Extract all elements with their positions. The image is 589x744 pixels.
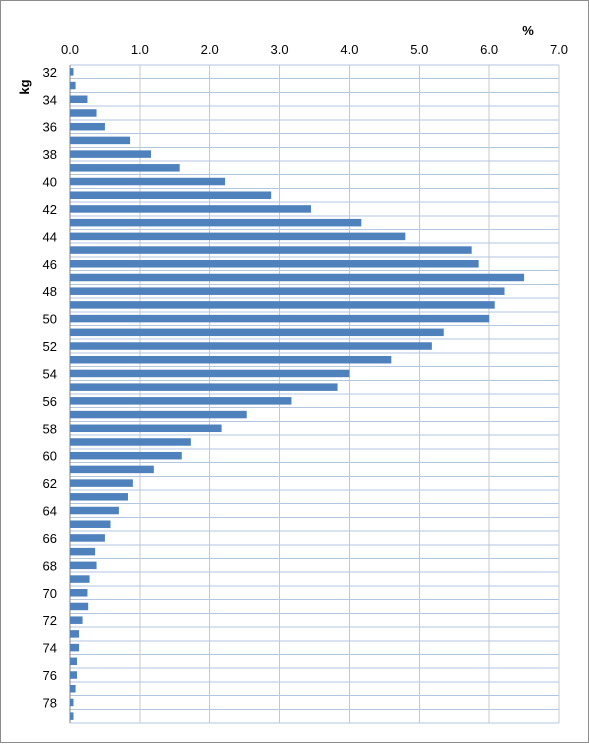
y-tick-label: 48 — [43, 284, 57, 299]
bar-57 — [70, 410, 247, 419]
bar-70 — [70, 589, 88, 597]
bar-35 — [70, 109, 97, 117]
bar-53 — [70, 355, 392, 364]
y-tick-label: 64 — [43, 504, 57, 519]
x-axis-unit-label: % — [522, 23, 534, 38]
bar-54 — [70, 369, 350, 378]
bar-42 — [70, 205, 312, 213]
y-tick-label: 62 — [43, 476, 57, 491]
y-tick-label: 52 — [43, 339, 57, 354]
bar-39 — [70, 164, 180, 172]
y-tick-label: 56 — [43, 394, 57, 409]
y-tick-label: 76 — [43, 668, 57, 683]
x-tick-label: 6.0 — [480, 42, 498, 57]
y-tick-label: 78 — [43, 695, 57, 710]
bar-58 — [70, 424, 222, 433]
bar-68 — [70, 561, 97, 570]
y-tick-label: 68 — [43, 558, 57, 573]
x-tick-label: 4.0 — [340, 42, 358, 57]
x-axis-tick-labels: 0.0 1.0 2.0 3.0 4.0 5.0 6.0 7.0 — [61, 42, 568, 57]
x-tick-label: 5.0 — [410, 42, 428, 57]
bar-47 — [70, 273, 525, 282]
y-tick-label: 72 — [43, 613, 57, 628]
bar-51 — [70, 328, 444, 337]
bar-66 — [70, 534, 105, 542]
bar-37 — [70, 136, 131, 145]
bar-48 — [70, 287, 505, 295]
y-tick-label: 54 — [43, 366, 57, 381]
bar-38 — [70, 150, 152, 158]
bar-59 — [70, 438, 191, 446]
bar-32 — [70, 68, 74, 76]
y-tick-label: 34 — [43, 92, 57, 107]
bar-49 — [70, 301, 495, 309]
y-tick-label: 46 — [43, 257, 57, 272]
bar-40 — [70, 177, 226, 186]
bar-73 — [70, 630, 80, 638]
y-tick-label: 50 — [43, 312, 57, 327]
bar-34 — [70, 95, 88, 104]
y-tick-label: 38 — [43, 147, 57, 162]
y-tick-label: 70 — [43, 586, 57, 601]
x-tick-label: 2.0 — [201, 42, 219, 57]
bar-77 — [70, 684, 76, 693]
bar-43 — [70, 218, 362, 227]
bar-72 — [70, 616, 83, 624]
bar-67 — [70, 547, 96, 556]
bar-74 — [70, 643, 80, 652]
bar-69 — [70, 575, 90, 583]
bar-41 — [70, 191, 272, 199]
y-tick-label: 36 — [43, 120, 57, 135]
bar-64 — [70, 506, 119, 515]
bar-75 — [70, 657, 77, 666]
bar-60 — [70, 451, 182, 460]
bar-52 — [70, 342, 432, 350]
bar-63 — [70, 493, 128, 501]
bar-50 — [70, 314, 490, 323]
bar-33 — [70, 81, 76, 90]
bar-79 — [70, 712, 74, 720]
y-axis-tick-labels: 32 34 36 38 40 42 44 46 48 50 52 54 56 58 60 62 64 66 68 70… — [43, 65, 57, 711]
bar-36 — [70, 122, 105, 131]
y-axis-unit-label: kg — [17, 79, 32, 94]
bar-76 — [70, 671, 77, 679]
bar-65 — [70, 520, 111, 528]
bar-61 — [70, 465, 154, 474]
bar-71 — [70, 602, 89, 611]
x-tick-label: 0.0 — [61, 42, 79, 57]
y-tick-label: 40 — [43, 175, 57, 190]
bar-55 — [70, 383, 338, 391]
y-tick-label: 74 — [43, 641, 57, 656]
y-tick-label: 66 — [43, 531, 57, 546]
x-tick-label: 3.0 — [271, 42, 289, 57]
bar-46 — [70, 260, 479, 268]
y-tick-label: 42 — [43, 202, 57, 217]
bar-56 — [70, 397, 292, 405]
y-tick-label: 60 — [43, 449, 57, 464]
y-tick-label: 32 — [43, 65, 57, 80]
x-tick-label: 7.0 — [550, 42, 568, 57]
bar-78 — [70, 698, 74, 707]
y-tick-label: 44 — [43, 229, 57, 244]
bar-45 — [70, 246, 472, 254]
bar-44 — [70, 232, 406, 241]
gridlines — [69, 64, 560, 724]
bar-62 — [70, 479, 133, 487]
bar-series — [70, 68, 525, 720]
x-tick-label: 1.0 — [131, 42, 149, 57]
y-tick-label: 58 — [43, 421, 57, 436]
